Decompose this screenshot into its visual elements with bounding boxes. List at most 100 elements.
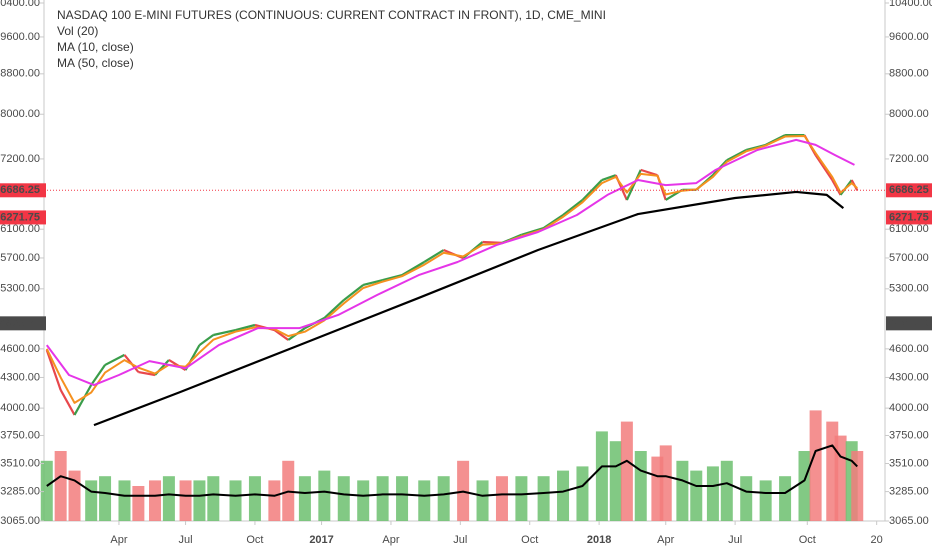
volume-bar (537, 476, 550, 521)
y-tick-label: 7200.00 (0, 153, 40, 165)
x-tick-label: Apr (382, 534, 399, 546)
price-segment (343, 284, 364, 301)
chart-title: NASDAQ 100 E-MINI FUTURES (CONTINUOUS: C… (57, 8, 606, 22)
price-segment (640, 168, 658, 177)
price-segment (562, 199, 584, 216)
price-segment (601, 174, 617, 182)
price-marker-label: 6686.25 (889, 184, 929, 196)
price-segment (104, 353, 125, 366)
y-tick-label: 6100.00 (889, 223, 929, 235)
price-segment (273, 329, 289, 341)
volume-bar (676, 460, 689, 521)
price-segment (625, 169, 642, 201)
volume-bar (337, 476, 350, 521)
y-tick-label: 5700.00 (889, 252, 929, 264)
legend-entry: MA (50, close) (57, 56, 134, 70)
volume-bar (576, 466, 589, 521)
price-marker-label: 4885.50 (0, 317, 40, 329)
y-tick-label: 4000.00 (889, 402, 929, 414)
volume-bar (118, 480, 131, 521)
volume-bar (85, 480, 98, 521)
volume-bar (809, 410, 822, 521)
volume-bar (318, 470, 331, 521)
price-segment (198, 334, 214, 346)
volume-bar (179, 480, 192, 521)
y-tick-label: 4000.00 (0, 402, 40, 414)
price-marker (886, 316, 932, 331)
price-segment (73, 384, 93, 416)
volume-bar (495, 476, 508, 521)
y-tick-label: 8800.00 (889, 68, 929, 80)
y-tick-label: 9600.00 (0, 31, 40, 43)
price-segment (213, 328, 236, 337)
y-tick-label: 3285.00 (889, 486, 929, 498)
y-tick-label: 5300.00 (889, 283, 929, 295)
x-tick-label: Jul (728, 534, 742, 546)
price-segment (831, 179, 842, 196)
volume-bar (437, 476, 450, 521)
legend-entry: Vol (20) (57, 24, 98, 38)
price-segment (138, 370, 156, 377)
volume-bar (634, 451, 647, 521)
volume-bar (759, 480, 772, 521)
y-tick-label: 3750.00 (0, 429, 40, 441)
price-marker (0, 316, 46, 331)
volume-bar (515, 476, 528, 521)
y-tick-label: 3065.00 (889, 515, 929, 527)
y-tick-label: 8800.00 (0, 68, 40, 80)
plot-area (40, 133, 885, 521)
volume-bar (609, 441, 622, 521)
volume-bar (740, 476, 753, 521)
price-marker-label: 6271.75 (889, 211, 929, 223)
price-segment (59, 389, 76, 416)
price-marker (886, 210, 932, 225)
x-tick-label: Oct (799, 534, 816, 546)
x-tick-label: 2017 (309, 534, 333, 546)
price-segment (401, 261, 425, 277)
price-segment (814, 154, 834, 181)
volume-bar (690, 470, 703, 521)
price-segment (726, 149, 747, 162)
trend-line (93, 190, 845, 427)
volume-bar (706, 466, 719, 521)
price-marker (886, 183, 932, 198)
volume-bar (376, 476, 389, 521)
price-segment (90, 364, 106, 386)
price-marker-label: 6686.25 (0, 184, 40, 196)
y-tick-label: 5300.00 (0, 283, 40, 295)
volume-bar (396, 476, 409, 521)
volume-bar (132, 486, 145, 521)
volume-bar (248, 476, 261, 521)
price-segment (362, 279, 383, 287)
x-tick-label: Apr (110, 534, 127, 546)
volume-bar (268, 480, 281, 521)
x-tick-label: Oct (246, 534, 263, 546)
series-line (45, 138, 855, 387)
volume-bar (557, 470, 570, 521)
volume-bar (99, 476, 112, 521)
y-tick-label: 4600.00 (889, 343, 929, 355)
y-tick-label: 4600.00 (0, 343, 40, 355)
y-tick-label: 4300.00 (889, 371, 929, 383)
y-tick-label: 5700.00 (0, 252, 40, 264)
y-tick-label: 3750.00 (889, 429, 929, 441)
volume-bar (149, 480, 162, 521)
price-marker (0, 183, 46, 198)
price-segment (581, 179, 603, 201)
volume-bar (40, 460, 53, 521)
y-tick-label: 8000.00 (889, 108, 929, 120)
x-tick-label: Jul (179, 534, 193, 546)
x-tick-label: Jul (453, 534, 467, 546)
price-segment (323, 299, 345, 319)
volume-bar (798, 451, 811, 521)
y-tick-label: 10400.00 (0, 0, 40, 9)
x-tick-label: 2018 (587, 534, 611, 546)
x-tick-label: Oct (521, 534, 538, 546)
y-tick-label: 3065.00 (0, 515, 40, 527)
legend-entry: MA (10, close) (57, 40, 134, 54)
y-tick-label: 7200.00 (889, 153, 929, 165)
y-tick-label: 3510.00 (0, 457, 40, 469)
y-tick-label: 9600.00 (889, 31, 929, 43)
volume-bar (229, 480, 242, 521)
